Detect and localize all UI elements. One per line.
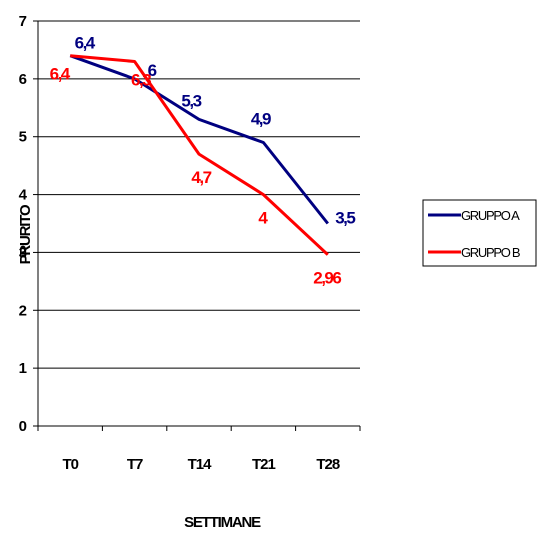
data-label: 6,4 [50,65,71,84]
data-label: 4,7 [191,168,211,187]
legend-label: GRUPPO B [461,245,520,260]
x-tick-label: T0 [62,456,78,473]
legend: GRUPPO A GRUPPO B [422,199,537,267]
data-label: 2,96 [313,269,341,288]
x-axis-title: SETTIMANE [184,514,261,531]
legend-label: GRUPPO A [461,208,520,223]
y-tick-labels: 0 1 2 3 4 5 6 7 [19,13,29,435]
y-tick-label: 0 [19,418,27,435]
data-label: 5,3 [181,91,201,110]
x-tick-labels: T0 T7 T14 T21 T28 [62,456,340,473]
series-lines [69,54,329,256]
series-line [69,54,329,225]
data-label: 3,5 [335,209,355,228]
y-tick-label: 1 [19,360,27,377]
y-tick-label: 6 [19,71,27,88]
data-label: 6 [148,61,157,80]
series-line [70,54,329,256]
data-label: 4,9 [251,110,271,129]
data-label: 6,4 [75,34,96,53]
axes [37,21,361,431]
x-tick-label: T28 [316,456,340,473]
data-labels: 6,4 6 5,3 4,9 3,5 6,4 6,3 4,7 4 2,96 [50,34,357,288]
y-axis-title: PRURITO [17,204,34,264]
x-tick-label: T7 [127,456,143,473]
y-tick-label: 2 [19,302,27,319]
x-tick-label: T14 [188,456,213,473]
y-tick-label: 3 [19,244,27,261]
x-tick-label: T21 [252,456,276,473]
legend-box [422,199,537,267]
y-tick-label: 5 [19,129,27,146]
gridlines [33,20,360,427]
y-tick-label: 4 [19,187,28,204]
y-tick-label: 7 [19,13,27,30]
data-label: 4 [258,209,268,228]
data-label: 6,3 [131,71,151,90]
